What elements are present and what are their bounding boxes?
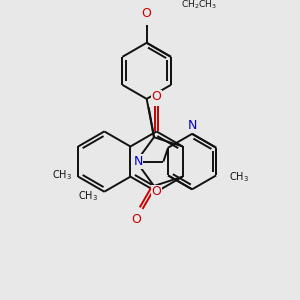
Text: CH$_3$: CH$_3$ [78,189,98,203]
Text: O: O [152,90,161,103]
Text: O: O [142,7,152,20]
Text: N: N [134,155,143,168]
Text: CH$_3$: CH$_3$ [229,170,249,184]
Text: N: N [188,119,197,132]
Text: CH$_3$: CH$_3$ [52,168,72,182]
Text: O: O [132,213,142,226]
Text: O: O [152,185,161,198]
Text: CH$_2$CH$_3$: CH$_2$CH$_3$ [181,0,217,11]
